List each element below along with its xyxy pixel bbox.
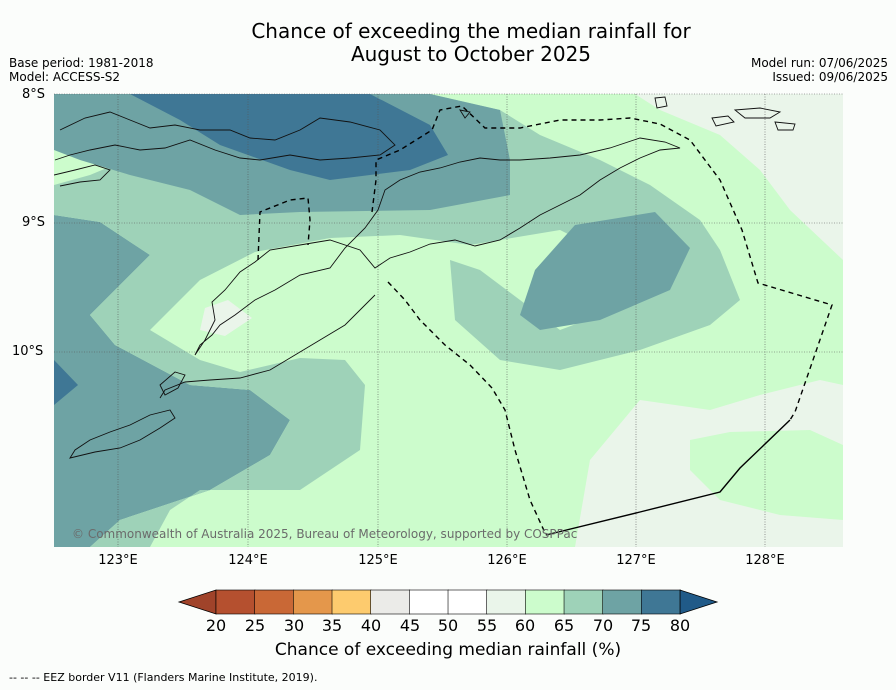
graticule	[54, 93, 843, 547]
colorbar-swatch	[215, 589, 256, 615]
timor-south-coast	[159, 294, 376, 399]
colorbar-swatch	[293, 589, 333, 615]
colorbar-swatch	[409, 589, 449, 615]
lon-label-125e: 125°E	[358, 553, 398, 568]
coastlines	[54, 96, 796, 459]
contour-75-80-west	[54, 360, 78, 405]
contour-60-65-southeast	[690, 430, 843, 520]
colorbar-label: 50	[437, 616, 459, 635]
flores-coastline	[54, 164, 111, 187]
eez-legend-text: -- -- -- EEZ border V11 (Flanders Marine…	[9, 671, 318, 684]
copyright-text: © Commonwealth of Australia 2025, Bureau…	[72, 527, 578, 541]
lon-label-128e: 128°E	[745, 553, 785, 568]
north-islands	[459, 96, 796, 131]
colorbar-label: 25	[244, 616, 266, 635]
colorbar-label: 55	[476, 616, 498, 635]
lat-label-9s: 9°S	[22, 215, 46, 230]
colorbar-swatch	[486, 589, 527, 615]
contour-70-75-west	[54, 215, 290, 547]
contour-75-80-north	[130, 94, 448, 180]
colorbar-label: 40	[360, 616, 382, 635]
colorbar-swatch	[641, 589, 681, 615]
colorbar-title: Chance of exceeding median rainfall (%)	[274, 640, 622, 660]
model-text: Model: ACCESS-S2	[9, 70, 121, 84]
lon-label-124e: 124°E	[228, 553, 268, 568]
colorbar-extend-low	[177, 589, 217, 615]
colorbar-swatch	[254, 589, 295, 615]
timor-coastline	[194, 137, 681, 356]
colorbar-label: 65	[553, 616, 575, 635]
meta-right: Model run: 07/06/2025 Issued: 09/06/2025	[751, 56, 888, 84]
colorbar	[177, 589, 719, 615]
issued-text: Issued: 09/06/2025	[772, 70, 888, 84]
eez-border-solid	[545, 419, 791, 536]
title-line-2: August to October 2025	[350, 42, 592, 66]
base-period-text: Base period: 1981-2018	[9, 56, 154, 70]
colorbar-label: 45	[399, 616, 421, 635]
colorbar-swatch	[331, 589, 372, 615]
colorbar-label: 35	[321, 616, 343, 635]
title-line-1: Chance of exceeding the median rainfall …	[251, 19, 691, 43]
colorbar-extend-high	[679, 589, 719, 615]
colorbar-swatch	[525, 589, 565, 615]
sumba-coastline	[69, 409, 176, 459]
colorbar-swatch	[563, 589, 604, 615]
colorbar-swatch	[370, 589, 411, 615]
lat-label-8s: 8°S	[22, 87, 46, 102]
contour-fills	[54, 94, 843, 547]
lon-label-123e: 123°E	[98, 553, 138, 568]
lon-label-126e: 126°E	[487, 553, 527, 568]
eez-border	[257, 105, 833, 536]
colorbar-label: 60	[514, 616, 536, 635]
colorbar-swatch	[447, 589, 488, 615]
meta-left: Base period: 1981-2018 Model: ACCESS-S2	[9, 56, 154, 84]
contour-70-75-east	[520, 212, 690, 330]
colorbar-label: 30	[283, 616, 305, 635]
colorbar-swatch	[602, 589, 643, 615]
colorbar-label: 70	[592, 616, 614, 635]
colorbar-label: 20	[205, 616, 227, 635]
alor-wetar-coastline	[54, 111, 396, 161]
model-run-text: Model run: 07/06/2025	[750, 56, 888, 70]
rote-coastline	[159, 371, 186, 396]
lat-label-10s: 10°S	[12, 344, 44, 359]
lon-label-127e: 127°E	[616, 553, 656, 568]
colorbar-label: 75	[630, 616, 652, 635]
colorbar-label: 80	[669, 616, 691, 635]
map-title: Chance of exceeding the median rainfall …	[0, 20, 896, 66]
